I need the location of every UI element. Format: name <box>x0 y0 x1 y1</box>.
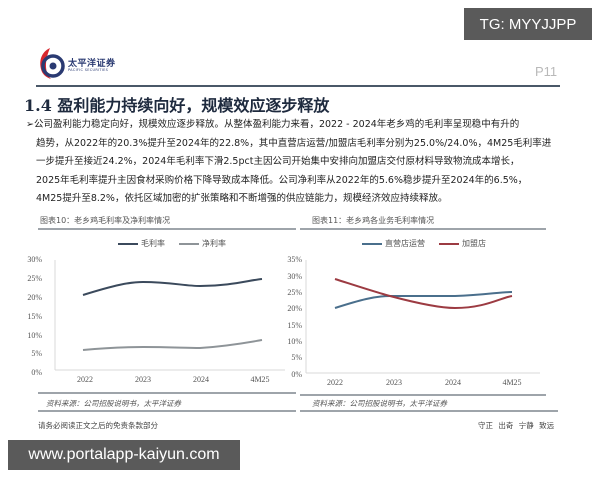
svg-text:15%: 15% <box>287 321 302 330</box>
svg-text:0%: 0% <box>291 370 302 379</box>
svg-text:20%: 20% <box>27 293 42 302</box>
svg-text:0%: 0% <box>31 368 42 377</box>
legend-swatch-icon <box>118 242 138 245</box>
svg-text:5%: 5% <box>31 349 42 358</box>
svg-text:2024: 2024 <box>193 375 209 384</box>
header-divider <box>36 85 560 87</box>
body-line: 一步提升至接近24.2%，2024年毛利率下滑2.5pct主因公司开始集中安排向… <box>36 156 520 167</box>
chart-right-plot: 35% 30% 25% 20% 15% 10% 5% 0% 2022 2023 … <box>287 255 540 387</box>
chart-left-title: 图表10：老乡鸡毛利率及净利率情况 <box>40 216 171 225</box>
tg-watermark-badge: TG: MYYJJPP <box>464 8 592 40</box>
svg-text:30%: 30% <box>287 272 302 281</box>
chart-left-source: 资料来源：公司招股说明书，太平洋证券 <box>46 399 181 408</box>
body-line: 2025年毛利率提升主因食材采购价格下降导致成本降低。公司净利率从2022年的5… <box>36 174 528 186</box>
svg-text:10%: 10% <box>27 331 42 340</box>
legend-swatch-icon <box>179 242 199 245</box>
svg-text:15%: 15% <box>27 312 42 321</box>
chart-right-source: 资料来源：公司招股说明书，太平洋证券 <box>312 399 447 408</box>
legend-item-gross-margin: 毛利率 <box>118 238 165 249</box>
footer-motto: 守正 出奇 宁静 致远 <box>478 421 555 430</box>
logo-chinese-name: 太平洋证券 <box>68 59 116 69</box>
section-title: 1.4 盈利能力持续向好，规模效应逐步释放 <box>24 96 330 115</box>
svg-text:30%: 30% <box>27 255 42 264</box>
pacific-securities-logo-icon <box>40 48 65 79</box>
svg-text:4M25: 4M25 <box>250 375 269 384</box>
chart-left-source-rule <box>38 410 296 412</box>
chart-right-legend: 直营店运营 加盟店 <box>362 238 486 249</box>
svg-text:10%: 10% <box>287 337 302 346</box>
svg-text:25%: 25% <box>27 274 42 283</box>
chart-left-plot: 30% 25% 20% 15% 10% 5% 0% 2022 2023 2024… <box>27 255 285 384</box>
svg-text:4M25: 4M25 <box>502 378 521 387</box>
chart-left-bottom-rule <box>38 392 296 394</box>
svg-text:5%: 5% <box>291 353 302 362</box>
url-watermark-badge: www.portalapp-kaiyun.com <box>8 440 240 470</box>
logo-english-name: PACIFIC SECURITIES <box>68 68 109 72</box>
legend-swatch-icon <box>362 242 382 245</box>
chart-left-legend: 毛利率 净利率 <box>118 238 226 249</box>
chart-left-title-rule <box>38 228 296 230</box>
chart-right-title-rule <box>300 228 546 230</box>
chart-right-bottom-rule <box>300 394 546 396</box>
svg-text:20%: 20% <box>287 304 302 313</box>
legend-item-franchise-store: 加盟店 <box>439 238 486 249</box>
svg-text:25%: 25% <box>287 288 302 297</box>
svg-text:2022: 2022 <box>77 375 93 384</box>
svg-text:35%: 35% <box>287 255 302 264</box>
legend-item-net-margin: 净利率 <box>179 238 226 249</box>
legend-item-direct-store: 直营店运营 <box>362 238 425 249</box>
page-number: P11 <box>535 64 558 79</box>
chart-right-source-rule <box>300 410 558 412</box>
footer-disclaimer: 请务必阅读正文之后的免责条款部分 <box>38 421 158 430</box>
section-body: ➢公司盈利能力稳定向好，规模效应逐步释放。从整体盈利能力来看，2022 - 20… <box>26 116 582 209</box>
legend-swatch-icon <box>439 242 459 245</box>
svg-text:2022: 2022 <box>327 378 343 387</box>
svg-text:2023: 2023 <box>135 375 151 384</box>
body-line: 4M25提升至8.2%，依托区域加密的扩张策略和不断增强的供应链能力，规模经济效… <box>36 193 448 204</box>
chart-right-title: 图表11：老乡鸡各业务毛利率情况 <box>312 216 435 225</box>
body-line: ➢公司盈利能力稳定向好，规模效应逐步释放。从整体盈利能力来看，2022 - 20… <box>26 119 520 130</box>
svg-text:2024: 2024 <box>445 378 461 387</box>
body-line: 趋势，从2022年的20.3%提升至2024年的22.8%，其中直营店运营/加盟… <box>36 137 552 149</box>
svg-text:2023: 2023 <box>386 378 402 387</box>
